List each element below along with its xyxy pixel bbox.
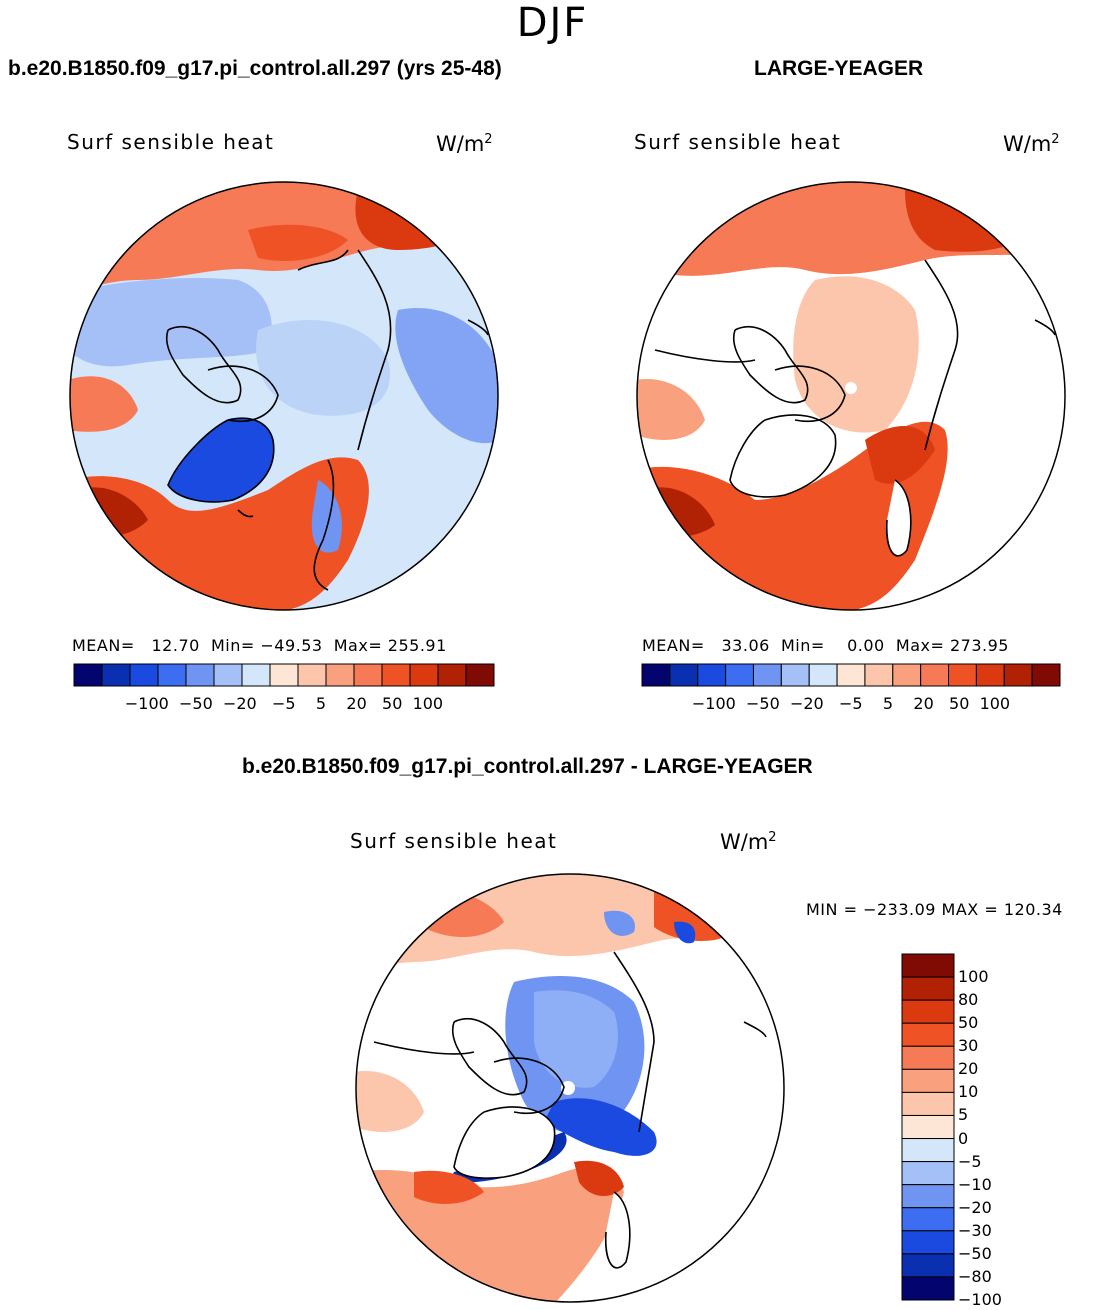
left-stats: MEAN= 12.70 Min= −49.53 Max= 255.91	[72, 636, 447, 655]
colorbar-swatch	[1031, 663, 1061, 687]
colorbar-swatch	[836, 663, 866, 687]
colorbar-swatch	[409, 663, 439, 687]
left-polar-map	[69, 181, 499, 611]
colorbar-swatch	[901, 1207, 955, 1232]
colorbar-tick-label: −30	[958, 1220, 992, 1240]
colorbar-swatch	[381, 663, 411, 687]
colorbar-swatch	[641, 663, 671, 687]
colorbar-swatch	[101, 663, 131, 687]
colorbar-tick-label: −80	[958, 1266, 992, 1286]
right-variable-label: Surf sensible heat	[634, 130, 842, 154]
colorbar-swatch	[901, 976, 955, 1001]
colorbar-swatch	[901, 1114, 955, 1140]
diff-panel-title: b.e20.B1850.f09_g17.pi_control.all.297 -…	[242, 755, 813, 778]
colorbar-tick-label: −50	[958, 1243, 992, 1263]
right-stats: MEAN= 33.06 Min= 0.00 Max= 273.95	[642, 636, 1009, 655]
season-title: DJF	[516, 0, 589, 46]
colorbar-tick-label: −100	[958, 1290, 1002, 1309]
colorbar-swatch	[669, 663, 699, 687]
colorbar-tick-label: 30	[958, 1036, 979, 1056]
colorbar-swatch	[325, 663, 355, 687]
colorbar-swatch	[901, 953, 955, 978]
colorbar-swatch	[901, 1068, 955, 1093]
diff-colorbar-labels: 100 80 50 30 20 10 5 0 −5 −10 −20 −30 −50 −80 −100	[958, 954, 1018, 1309]
colorbar-swatch	[437, 663, 467, 687]
colorbar-swatch	[901, 1091, 955, 1116]
left-panel-title: b.e20.B1850.f09_g17.pi_control.all.297 (…	[8, 57, 502, 80]
colorbar-swatch	[297, 663, 327, 687]
colorbar-tick-label: 0	[958, 1128, 969, 1148]
colorbar-swatch	[725, 663, 754, 687]
colorbar-tick-label: 20	[958, 1059, 979, 1079]
colorbar-swatch	[920, 663, 950, 687]
colorbar-swatch	[157, 663, 187, 687]
colorbar-swatch	[892, 663, 922, 687]
colorbar-swatch	[901, 1022, 955, 1047]
colorbar-swatch	[73, 663, 103, 687]
colorbar-swatch	[864, 663, 894, 687]
diff-variable-label: Surf sensible heat	[350, 829, 558, 853]
left-colorbar-labels: −100 −50 −20 −5 5 20 50 100	[124, 694, 444, 713]
right-colorbar	[641, 663, 1061, 687]
colorbar-swatch	[213, 663, 243, 687]
diff-stats: MIN = −233.09 MAX = 120.34	[806, 900, 1063, 919]
colorbar-tick-label: 10	[958, 1082, 979, 1102]
colorbar-swatch	[901, 1161, 955, 1186]
colorbar-swatch	[948, 663, 977, 687]
colorbar-swatch	[752, 663, 782, 687]
colorbar-swatch	[129, 663, 159, 687]
right-polar-map	[636, 181, 1066, 611]
left-colorbar	[73, 663, 495, 687]
colorbar-tick-label: 5	[958, 1105, 969, 1125]
right-colorbar-labels: −100 −50 −20 −5 5 20 50 100	[691, 694, 1011, 713]
colorbar-swatch	[241, 663, 271, 687]
left-variable-label: Surf sensible heat	[67, 130, 275, 154]
colorbar-tick-label: −10	[958, 1174, 992, 1194]
diff-colorbar	[901, 953, 955, 1301]
colorbar-swatch	[697, 663, 727, 687]
diff-polar-map	[355, 873, 785, 1303]
right-units: W/m2	[1003, 132, 1060, 156]
colorbar-swatch	[465, 663, 495, 687]
colorbar-swatch	[901, 1253, 955, 1278]
colorbar-tick-label: 50	[958, 1013, 979, 1033]
colorbar-swatch	[780, 663, 810, 687]
colorbar-tick-label: −20	[958, 1197, 992, 1217]
colorbar-swatch	[901, 1276, 955, 1301]
diff-units: W/m2	[720, 830, 777, 854]
colorbar-swatch	[185, 663, 215, 687]
colorbar-swatch	[975, 663, 1005, 687]
colorbar-tick-label: 100	[958, 967, 989, 987]
colorbar-swatch	[808, 663, 838, 687]
colorbar-tick-label: −5	[958, 1151, 982, 1171]
colorbar-swatch	[901, 1138, 955, 1163]
colorbar-swatch	[901, 1230, 955, 1255]
colorbar-swatch	[901, 1184, 955, 1209]
colorbar-tick-label: 80	[958, 990, 979, 1010]
colorbar-swatch	[353, 663, 383, 687]
right-panel-title: LARGE-YEAGER	[754, 57, 924, 80]
left-units: W/m2	[436, 132, 493, 156]
colorbar-swatch	[901, 999, 955, 1024]
colorbar-swatch	[901, 1045, 955, 1070]
colorbar-swatch	[1003, 663, 1033, 687]
colorbar-swatch	[269, 663, 299, 687]
